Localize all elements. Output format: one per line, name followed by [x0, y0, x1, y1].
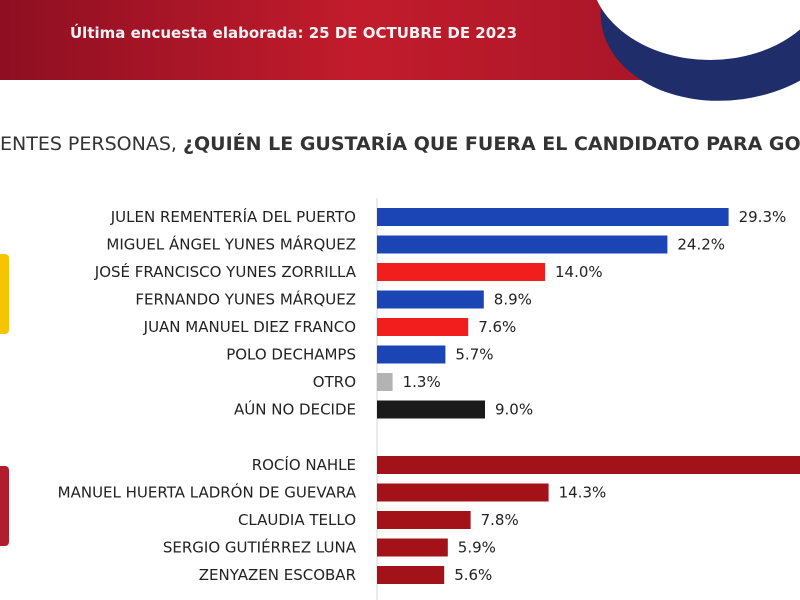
header-title: Última encuesta elaborada: 25 DE OCTUBRE… [70, 24, 518, 42]
bar-0-7 [377, 400, 485, 419]
bar-0-2 [377, 263, 545, 281]
category-label-1-2: CLAUDIA TELLO [238, 511, 356, 529]
category-label-0-5: POLO DECHAMPS [226, 346, 356, 364]
question-part-2: ¿QUIÉN LE GUSTARÍA QUE FUERA EL CANDIDAT… [182, 133, 800, 155]
bar-0-0 [377, 208, 729, 226]
category-label-0-2: JOSÉ FRANCISCO YUNES ZORRILLA [94, 262, 357, 281]
value-label-1-3: 5.9% [458, 539, 496, 557]
value-label-1-2: 7.8% [481, 511, 519, 529]
bar-1-2 [377, 511, 471, 529]
value-label-0-4: 7.6% [478, 318, 516, 336]
category-label-0-7: AÚN NO DECIDE [234, 400, 356, 419]
party-badge-morena [0, 466, 9, 546]
category-label-1-4: ZENYAZEN ESCOBAR [199, 566, 356, 584]
bar-0-5 [377, 345, 446, 364]
category-label-1-3: SERGIO GUTIÉRREZ LUNA [163, 538, 357, 557]
value-label-0-7: 9.0% [495, 401, 533, 419]
bar-1-0 [377, 456, 800, 474]
value-label-0-3: 8.9% [494, 291, 532, 309]
category-label-0-0: JULEN REMENTERÍA DEL PUERTO [110, 207, 356, 226]
category-label-1-1: MANUEL HUERTA LADRÓN DE GUEVARA [58, 483, 357, 502]
bar-1-3 [377, 538, 448, 557]
value-label-0-6: 1.3% [403, 373, 441, 391]
value-label-0-0: 29.3% [739, 208, 787, 226]
value-label-1-4: 5.6% [454, 566, 492, 584]
category-label-0-3: FERNANDO YUNES MÁRQUEZ [135, 290, 356, 309]
bar-0-1 [377, 235, 668, 254]
value-label-0-5: 5.7% [455, 346, 493, 364]
bar-1-1 [377, 483, 549, 502]
party-badge-pan [0, 254, 9, 334]
value-label-1-1: 14.3% [559, 484, 607, 502]
question-text: ENTES PERSONAS, ¿QUIÉN LE GUSTARÍA QUE F… [0, 133, 800, 155]
category-label-1-0: ROCÍO NAHLE [252, 455, 356, 474]
category-label-0-6: OTRO [313, 373, 356, 391]
bar-0-6 [377, 373, 393, 391]
question-part-1: ENTES PERSONAS, [0, 133, 183, 155]
value-label-0-1: 24.2% [677, 236, 725, 254]
category-label-0-4: JUAN MANUEL DIEZ FRANCO [143, 318, 356, 336]
bar-1-4 [377, 566, 445, 584]
value-label-0-2: 14.0% [555, 263, 603, 281]
category-label-0-1: MIGUEL ÁNGEL YUNES MÁRQUEZ [106, 235, 356, 254]
bar-0-3 [377, 290, 484, 309]
bar-0-4 [377, 318, 469, 336]
